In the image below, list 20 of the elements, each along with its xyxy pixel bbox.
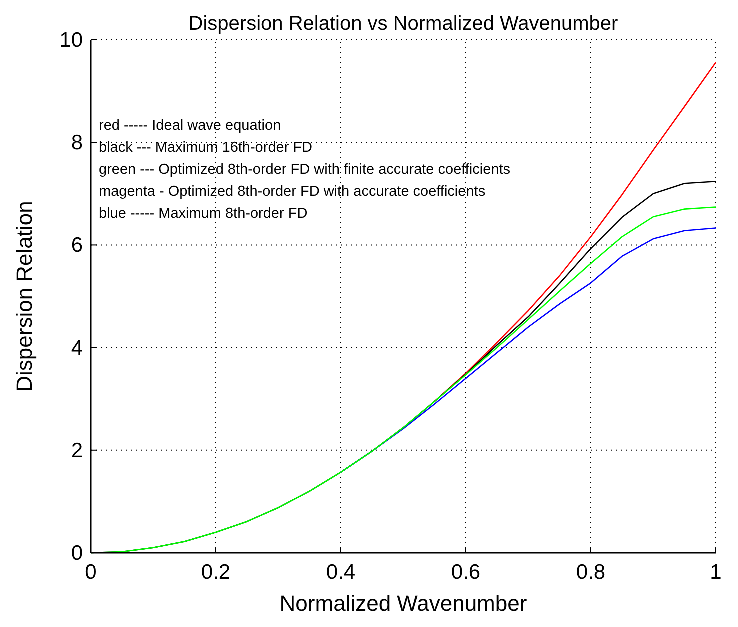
y-axis-title: Dispersion Relation — [12, 201, 37, 392]
y-tick-label: 6 — [71, 234, 83, 258]
x-tick-label: 0.8 — [576, 561, 606, 584]
x-tick-label: 0.6 — [451, 561, 481, 584]
annotation: blue ----- Maximum 8th-order FD — [99, 206, 308, 222]
y-tick-label: 0 — [71, 542, 83, 565]
y-tick-label: 8 — [71, 132, 83, 155]
annotation: green --- Optimized 8th-order FD with finite accurate coefficients — [99, 162, 511, 178]
annotation: red ----- Ideal wave equation — [99, 118, 282, 134]
x-tick-label: 0.2 — [201, 561, 231, 584]
y-tick-label: 10 — [60, 29, 83, 52]
y-tick-label: 2 — [71, 439, 83, 462]
annotation: magenta - Optimized 8th-order FD with accurate coefficients — [99, 184, 486, 200]
x-axis-title: Normalized Wavenumber — [280, 591, 528, 616]
annotation: black --- Maximum 16th-order FD — [99, 140, 313, 156]
x-tick-label: 0 — [85, 561, 97, 584]
x-tick-label: 0.4 — [326, 561, 356, 584]
chart-title: Dispersion Relation vs Normalized Wavenumber — [188, 13, 619, 35]
y-tick-label: 4 — [71, 336, 84, 360]
x-tick-label: 1 — [710, 561, 722, 584]
